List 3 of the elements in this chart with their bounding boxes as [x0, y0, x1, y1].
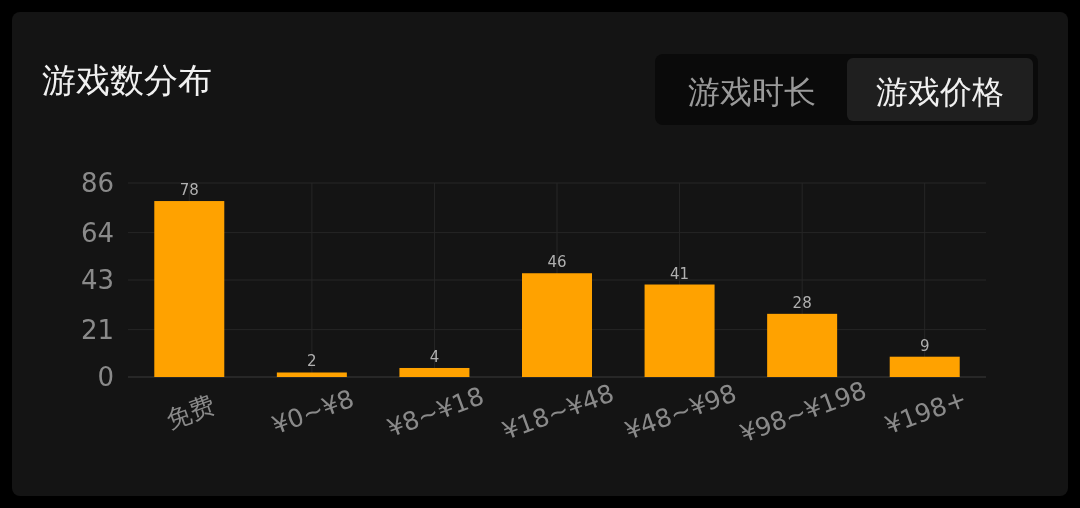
title: 游戏数分布	[42, 60, 212, 100]
annotation: 游戏时长	[688, 73, 816, 111]
annotation: 游戏价格	[876, 73, 1004, 111]
